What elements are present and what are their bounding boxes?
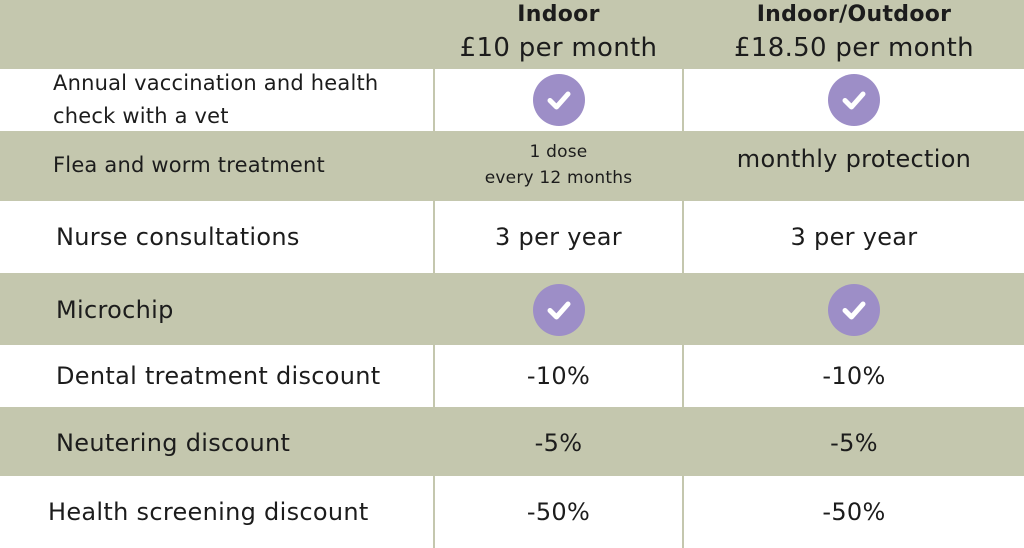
check-circle-icon (828, 284, 880, 336)
table-row: Neutering discount -5% -5% (0, 409, 1024, 476)
plan-price: £18.50 per month (734, 33, 974, 63)
plan-name: Indoor (517, 2, 600, 27)
header-plan-indoor: Indoor £10 per month (435, 0, 682, 67)
table-row: Health screening discount -50% -50% (0, 476, 1024, 548)
check-circle-icon (828, 74, 880, 126)
indoor-value: 3 per year (495, 223, 622, 251)
table-row: Flea and worm treatment 1 dose every 12 … (0, 131, 1024, 199)
feature-cell: Health screening discount (0, 476, 433, 548)
header-empty-cell (0, 0, 433, 67)
outdoor-cell: -50% (684, 476, 1024, 548)
indoor-cell: -50% (435, 476, 682, 548)
outdoor-cell: monthly protection (684, 131, 1024, 199)
outdoor-value: -10% (822, 362, 886, 390)
plan-price: £10 per month (459, 33, 658, 63)
feature-cell: Flea and worm treatment (0, 131, 433, 199)
indoor-value: -10% (526, 362, 591, 390)
feature-label: Nurse consultations (56, 223, 300, 251)
feature-label: Health screening discount (48, 498, 369, 526)
feature-label: Annual vaccination and health check with… (53, 71, 379, 128)
feature-cell: Neutering discount (0, 409, 433, 476)
table-row: Microchip (0, 275, 1024, 345)
check-circle-icon (532, 284, 585, 336)
outdoor-cell: -10% (684, 345, 1024, 407)
outdoor-cell: 3 per year (684, 201, 1024, 273)
table-row: Nurse consultations 3 per year 3 per yea… (0, 201, 1024, 273)
header-row: Indoor £10 per month Indoor/Outdoor £18.… (0, 0, 1024, 67)
indoor-cell (435, 275, 682, 345)
indoor-cell: 3 per year (435, 201, 682, 273)
outdoor-value: 3 per year (790, 223, 918, 251)
table-row: Annual vaccination and health check with… (0, 69, 1024, 131)
plan-name: Indoor/Outdoor (756, 2, 952, 27)
header-plan-indoor-outdoor: Indoor/Outdoor £18.50 per month (684, 0, 1024, 67)
feature-cell: Microchip (0, 275, 433, 345)
indoor-value: -5% (534, 428, 583, 457)
outdoor-value: monthly protection (736, 145, 972, 173)
feature-label: Flea and worm treatment (53, 153, 325, 177)
feature-cell: Annual vaccination and health check with… (0, 69, 433, 131)
outdoor-cell (684, 275, 1024, 345)
feature-label: Microchip (56, 296, 174, 324)
feature-label: Neutering discount (56, 428, 291, 457)
indoor-cell (435, 69, 682, 131)
feature-cell: Dental treatment discount (0, 345, 433, 407)
indoor-value: -50% (526, 498, 591, 526)
indoor-cell: -10% (435, 345, 682, 407)
feature-cell: Nurse consultations (0, 201, 433, 273)
outdoor-value: -50% (822, 498, 886, 526)
outdoor-value: -5% (830, 428, 878, 457)
outdoor-cell (684, 69, 1024, 131)
indoor-cell: -5% (435, 409, 682, 476)
table-row: Dental treatment discount -10% -10% (0, 345, 1024, 407)
indoor-cell: 1 dose every 12 months (435, 131, 682, 199)
feature-label: Dental treatment discount (56, 362, 381, 390)
outdoor-cell: -5% (684, 409, 1024, 476)
check-circle-icon (532, 74, 585, 126)
indoor-value: 1 dose every 12 months (484, 142, 633, 188)
